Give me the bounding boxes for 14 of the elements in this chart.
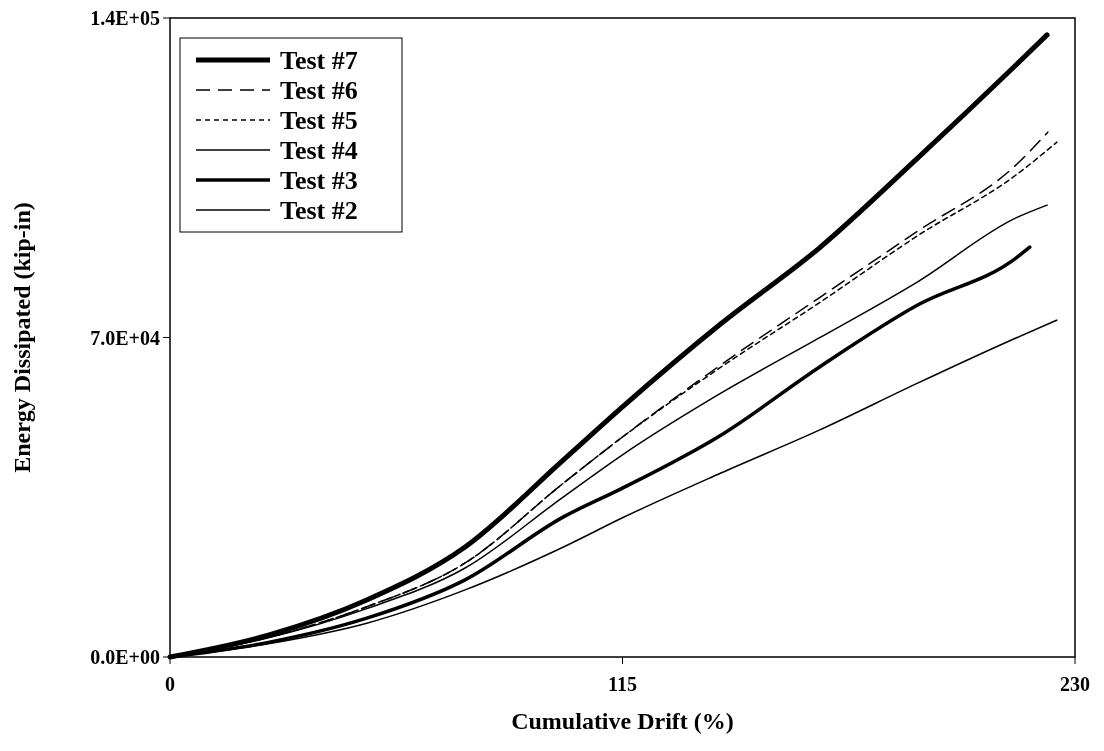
- x-axis-title: Cumulative Drift (%): [511, 708, 734, 734]
- y-tick-label: 0.0E+00: [90, 646, 160, 668]
- x-tick-label: 0: [165, 673, 175, 695]
- x-tick-label: 115: [608, 673, 637, 695]
- legend-label: Test #5: [280, 106, 358, 136]
- y-axis-title: Energy Dissipated (kip-in): [9, 202, 35, 473]
- legend-label: Test #7: [280, 46, 358, 76]
- legend-label: Test #2: [280, 196, 358, 226]
- y-tick-label: 1.4E+05: [90, 7, 160, 29]
- x-tick-label: 230: [1060, 673, 1090, 695]
- legend-label: Test #6: [280, 76, 358, 106]
- legend-label: Test #3: [280, 166, 358, 196]
- y-tick-label: 7.0E+04: [90, 326, 160, 349]
- legend-label: Test #4: [280, 136, 358, 166]
